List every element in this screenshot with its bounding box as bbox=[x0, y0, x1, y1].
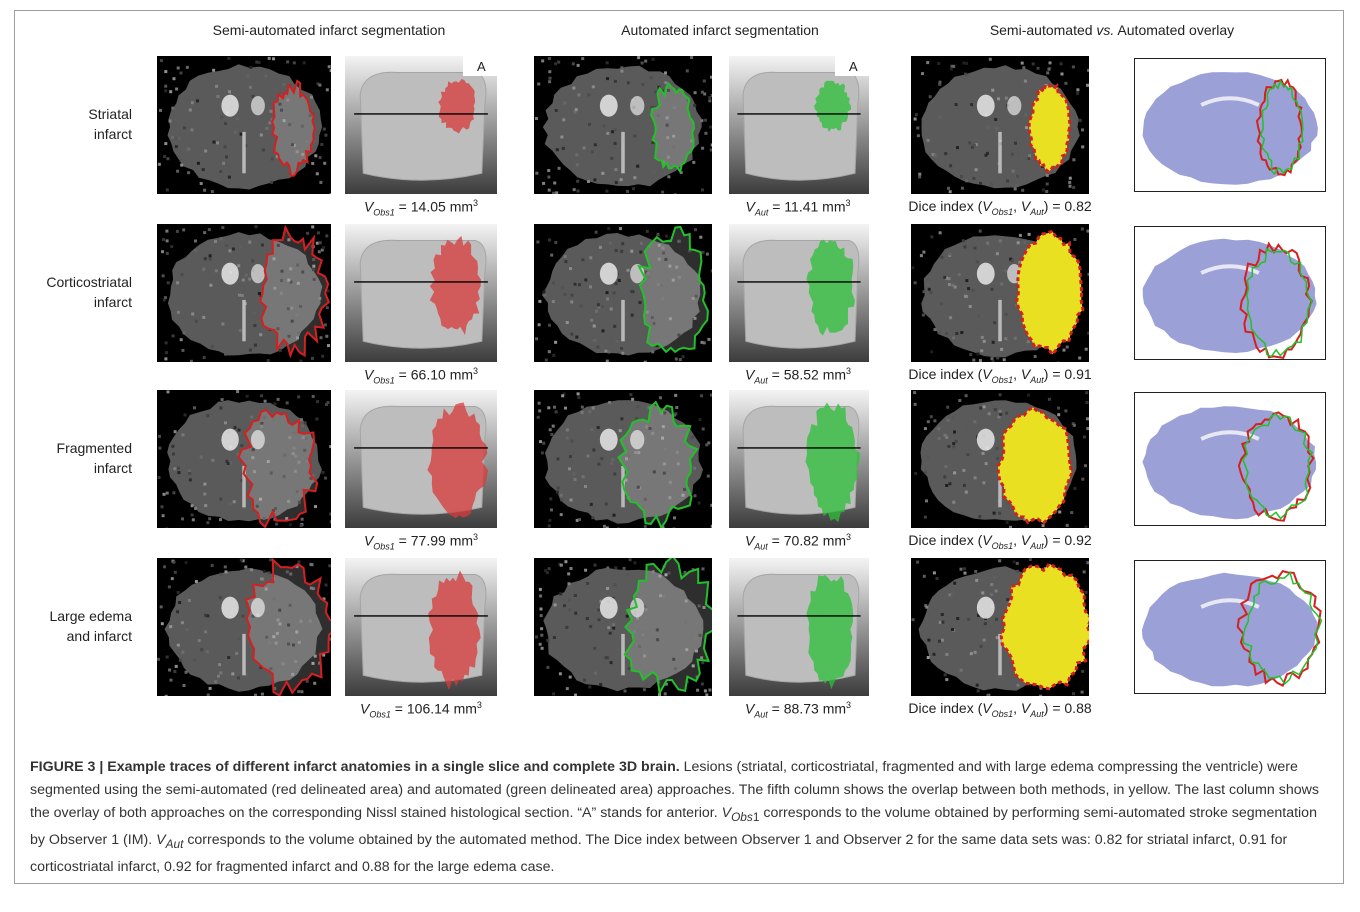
column-header-automated: Automated infarct segmentation bbox=[621, 22, 819, 38]
mri-semi-panel bbox=[157, 390, 331, 528]
render-3d-semi-panel bbox=[345, 390, 497, 528]
anterior-marker: A bbox=[477, 59, 486, 74]
volume-obs1-label: VObs1 = 66.10 mm3 bbox=[363, 366, 479, 386]
render-3d-auto-panel: A bbox=[729, 56, 869, 194]
render-3d-semi-panel: A bbox=[345, 56, 497, 194]
volume-obs1-label: VObs1 = 106.14 mm3 bbox=[360, 700, 482, 720]
volume-obs1-label: VObs1 = 14.05 mm3 bbox=[363, 198, 479, 218]
dice-index-label: Dice index (VObs1, VAut) = 0.82 bbox=[908, 198, 1092, 217]
render-3d-semi-panel bbox=[345, 224, 497, 362]
dice-index-label: Dice index (VObs1, VAut) = 0.91 bbox=[908, 366, 1092, 385]
nissl-panel bbox=[1134, 392, 1326, 526]
volume-aut-label: VAut = 58.52 mm3 bbox=[744, 366, 852, 386]
row-label: Striatal infarct bbox=[88, 106, 132, 142]
figure-frame bbox=[14, 10, 1344, 884]
caption-body-3: corresponds to the volume obtained by th… bbox=[30, 831, 1288, 875]
row-label: Fragmented infarct bbox=[56, 440, 132, 476]
caption-body-2: corresponds to the volume obtained by pe… bbox=[30, 805, 1317, 848]
nissl-panel bbox=[1134, 560, 1326, 694]
dice-index-label: Dice index (VObs1, VAut) = 0.92 bbox=[908, 532, 1092, 551]
mri-auto-panel bbox=[534, 390, 712, 528]
row-label: Corticostriatal infarct bbox=[46, 274, 132, 310]
volume-obs1-label: VObs1 = 77.99 mm3 bbox=[363, 532, 479, 552]
overlay-panel bbox=[911, 558, 1089, 696]
nissl-panel bbox=[1134, 226, 1326, 360]
figure-caption: FIGURE 3 | Example traces of different i… bbox=[30, 759, 1319, 875]
mri-semi-panel bbox=[157, 558, 331, 696]
mri-auto-panel bbox=[534, 558, 712, 696]
overlay-panel bbox=[911, 56, 1089, 194]
dice-index-label: Dice index (VObs1, VAut) = 0.88 bbox=[908, 700, 1092, 719]
nissl-panel bbox=[1134, 58, 1326, 192]
caption-body-1: Lesions (striatal, corticostriatal, frag… bbox=[30, 759, 1319, 821]
mri-semi-panel bbox=[157, 56, 331, 194]
mri-auto-panel bbox=[534, 224, 712, 362]
overlay-panel bbox=[911, 224, 1089, 362]
render-3d-semi-panel bbox=[345, 558, 497, 696]
render-3d-auto-panel bbox=[729, 224, 869, 362]
volume-aut-label: VAut = 70.82 mm3 bbox=[744, 532, 852, 552]
column-header-overlay: Semi-automated vs. Automated overlay bbox=[989, 22, 1235, 38]
column-header-semi: Semi-automated infarct segmentation bbox=[212, 22, 446, 38]
mri-semi-panel bbox=[157, 224, 331, 362]
anterior-marker: A bbox=[849, 59, 858, 74]
render-3d-auto-panel bbox=[729, 390, 869, 528]
render-3d-auto-panel bbox=[729, 558, 869, 696]
mri-auto-panel bbox=[534, 56, 712, 194]
row-label: Large edema and infarct bbox=[49, 608, 132, 644]
caption-title: FIGURE 3 | Example traces of different i… bbox=[30, 759, 680, 775]
volume-aut-label: VAut = 11.41 mm3 bbox=[745, 198, 851, 218]
volume-aut-label: VAut = 88.73 mm3 bbox=[744, 700, 852, 720]
overlay-panel bbox=[911, 390, 1089, 528]
